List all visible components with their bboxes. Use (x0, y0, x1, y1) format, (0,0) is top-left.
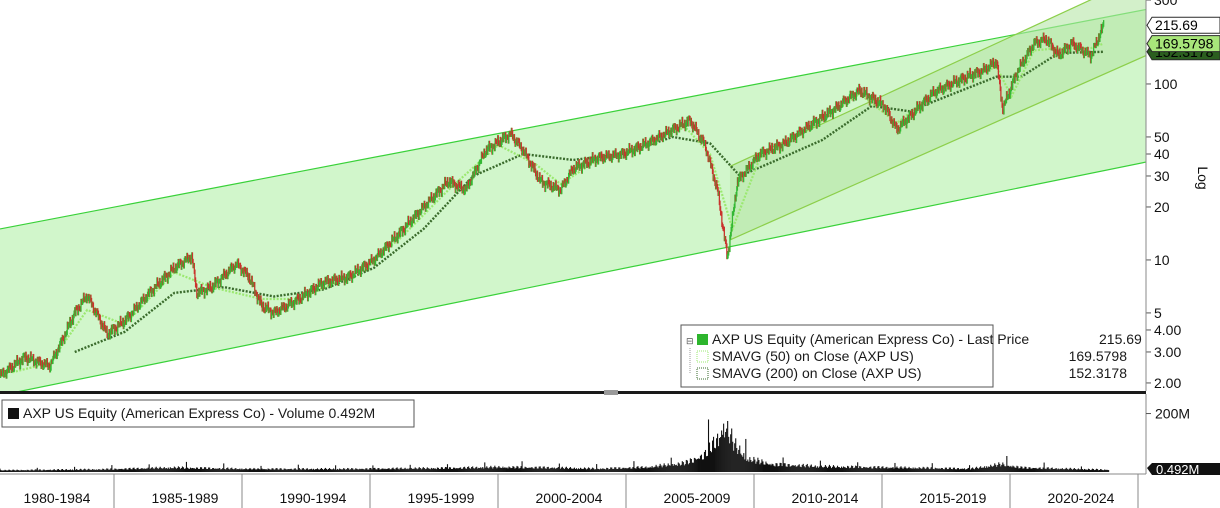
y-tick-label: 40 (1154, 146, 1170, 162)
channel-fill (0, 9, 1146, 391)
channel-upper-line (0, 8, 1146, 230)
volume-tag-box (1147, 463, 1220, 475)
period-label: 2020-2024 (1048, 490, 1115, 506)
volume-tag-text: 0.492M (1156, 462, 1199, 477)
period-label: 2000-2004 (536, 490, 603, 506)
y-tick-label: 20 (1154, 199, 1170, 215)
channel-fill (729, 0, 1146, 240)
period-label: 1985-1989 (152, 490, 219, 506)
legend-value-price: 215.69 (1099, 331, 1142, 347)
legend-swatch-price (697, 334, 708, 345)
volume-legend-swatch (8, 408, 19, 419)
price-tag-box (1146, 16, 1220, 34)
legend-value-sma50: 169.5798 (1069, 348, 1128, 364)
legend-label-price: AXP US Equity (American Express Co) - La… (712, 331, 1029, 347)
period-label: 1990-1994 (280, 490, 347, 506)
series-line-sma200 (74, 50, 1104, 354)
period-label: 1995-1999 (408, 490, 475, 506)
y-tick-label: 50 (1154, 129, 1170, 145)
y-axis-label: Log (1195, 166, 1211, 189)
legend-value-sma200: 152.3178 (1069, 365, 1128, 381)
legend-expand-icon[interactable]: ⊟ (686, 336, 694, 346)
volume-legend: AXP US Equity (American Express Co) - Vo… (1, 399, 415, 428)
panel-divider[interactable] (0, 391, 1146, 394)
legend-label-sma200: SMAVG (200) on Close (AXP US) (712, 365, 922, 381)
y-tick-label: 4.00 (1154, 322, 1181, 338)
y-tick-label: 300 (1154, 0, 1178, 8)
legend-swatch-sma50 (696, 350, 709, 363)
period-label: 2010-2014 (792, 490, 859, 506)
period-label: 2005-2009 (664, 490, 731, 506)
y-tick-label: 30 (1154, 168, 1170, 184)
legend-swatch-sma200 (696, 367, 709, 380)
volume-panel: 200M 0.492M AXP US Equity (American Expr… (0, 394, 1220, 477)
y-tick-label: 10 (1154, 252, 1170, 268)
legend-box (680, 324, 994, 388)
volume-y-axis: 200M (1146, 406, 1190, 422)
volume-legend-box (1, 399, 415, 428)
period-label: 2015-2019 (920, 490, 987, 506)
volume-last-tag: 0.492M (1147, 462, 1220, 477)
period-label: 1980-1984 (24, 490, 91, 506)
channel-lower-line (18, 161, 1146, 391)
y-tick-label: 2.00 (1154, 375, 1181, 391)
series-lines (0, 20, 1105, 379)
legend-label-sma50: SMAVG (50) on Close (AXP US) (712, 348, 914, 364)
panel-resize-handle[interactable] (604, 390, 618, 395)
price-tag-box (1146, 35, 1220, 53)
channel-lower-line (729, 55, 1146, 241)
channel-fills (0, 0, 1146, 391)
price-tag-text: 169.5798 (1155, 36, 1214, 52)
period-axis: 1980-1984 1985-1989 1990-1994 1995-1999 2000… (0, 473, 1146, 508)
y-tick-label: 100 (1154, 76, 1178, 92)
volume-legend-label: AXP US Equity (American Express Co) - Vo… (23, 405, 375, 421)
y-tick-label: 5 (1154, 305, 1162, 321)
price-tag-text: 215.69 (1155, 17, 1198, 33)
price-legend: ⊟ AXP US Equity (American Express Co) - … (680, 324, 1142, 388)
volume-tick-label: 200M (1155, 406, 1190, 422)
y-tick-label: 3.00 (1154, 344, 1181, 360)
volume-bars (0, 419, 1110, 472)
